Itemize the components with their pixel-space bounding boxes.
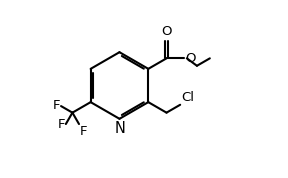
Text: F: F bbox=[58, 118, 65, 131]
Text: O: O bbox=[161, 25, 172, 38]
Text: F: F bbox=[53, 99, 60, 112]
Text: Cl: Cl bbox=[181, 91, 194, 104]
Text: N: N bbox=[115, 121, 126, 136]
Text: F: F bbox=[80, 125, 87, 138]
Text: O: O bbox=[185, 52, 196, 65]
